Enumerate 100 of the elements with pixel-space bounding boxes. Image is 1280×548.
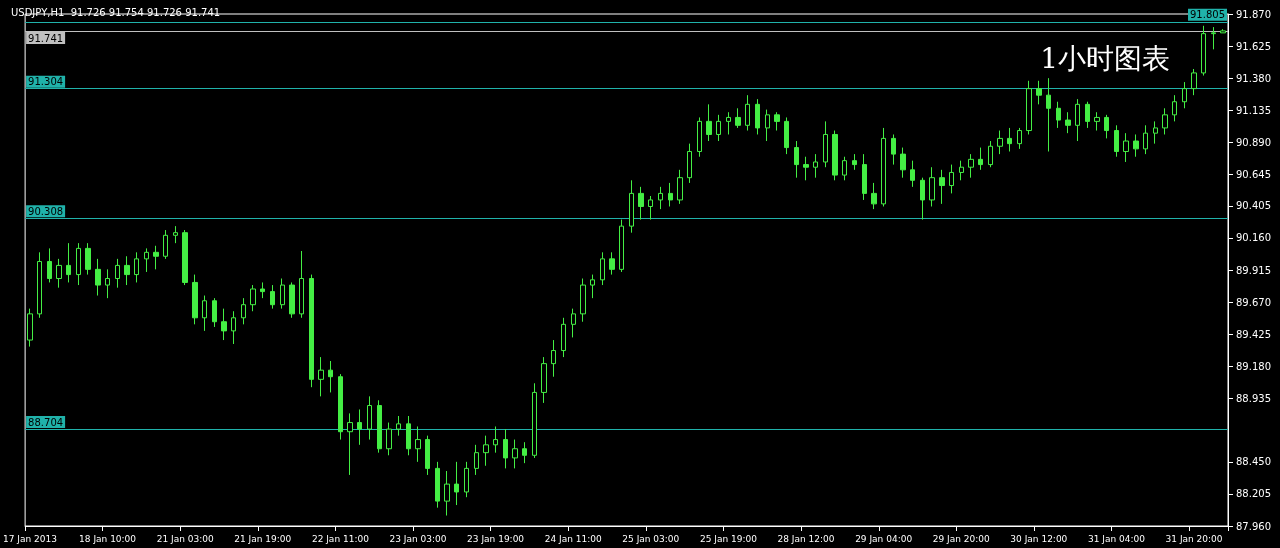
candlestick bbox=[532, 382, 537, 459]
candlestick bbox=[726, 111, 731, 135]
candlestick bbox=[735, 107, 741, 129]
candlestick bbox=[784, 116, 789, 155]
candlestick bbox=[1036, 80, 1042, 105]
candlestick bbox=[134, 251, 139, 283]
candlestick bbox=[755, 98, 760, 135]
x-tick-label: 29 Jan 20:00 bbox=[932, 533, 990, 544]
chart-title: USDJPY,H1 91.726 91.754 91.726 91.741 bbox=[11, 6, 221, 18]
candlestick bbox=[1017, 127, 1022, 150]
candlestick bbox=[1046, 77, 1051, 152]
x-tick-label: 25 Jan 03:00 bbox=[622, 533, 680, 544]
candlestick bbox=[1133, 133, 1139, 158]
y-tick-label: 89.425 bbox=[1236, 328, 1271, 340]
candlestick bbox=[949, 164, 954, 194]
candlestick bbox=[813, 153, 818, 179]
y-tick-label: 88.450 bbox=[1236, 456, 1271, 468]
x-tick-label: 28 Jan 12:00 bbox=[777, 533, 835, 544]
candlestick bbox=[105, 268, 110, 299]
candlestick bbox=[1143, 124, 1148, 155]
candlestick bbox=[988, 140, 993, 168]
y-tick-label: 87.960 bbox=[1236, 520, 1271, 532]
ref-line-label: 91.304 bbox=[28, 76, 64, 88]
candlestick bbox=[765, 109, 770, 142]
y-tick-label: 90.890 bbox=[1236, 136, 1271, 148]
candlestick bbox=[522, 441, 527, 464]
y-tick-label: 91.625 bbox=[1236, 40, 1271, 52]
candlestick bbox=[668, 182, 673, 207]
candlestick bbox=[192, 274, 198, 325]
candlestick bbox=[997, 130, 1003, 155]
candlestick bbox=[386, 422, 392, 456]
candlestick bbox=[677, 169, 683, 205]
candlestick bbox=[464, 461, 469, 498]
ref-line-label: 91.741 bbox=[28, 32, 64, 44]
candlestick bbox=[1220, 28, 1226, 34]
candlestick bbox=[638, 186, 644, 221]
candlestick bbox=[571, 308, 576, 338]
x-tick-label: 18 Jan 10:00 bbox=[79, 533, 137, 544]
candlestick bbox=[803, 156, 809, 181]
candlestick bbox=[512, 439, 518, 469]
candlestick bbox=[85, 242, 91, 276]
candlestick bbox=[357, 408, 362, 446]
candlestick bbox=[241, 297, 246, 325]
candlestick bbox=[871, 182, 877, 210]
candlestick bbox=[1026, 80, 1032, 135]
candlestick bbox=[377, 399, 382, 454]
candlestick bbox=[163, 229, 168, 260]
candlestick bbox=[221, 308, 227, 341]
candlestick bbox=[153, 245, 159, 270]
x-tick-label: 30 Jan 12:00 bbox=[1010, 533, 1068, 544]
candlestick bbox=[541, 356, 547, 404]
candlestick bbox=[551, 339, 556, 378]
candlestick bbox=[1007, 127, 1012, 152]
x-tick-label: 29 Jan 04:00 bbox=[855, 533, 913, 544]
annotation: 1小时图表 bbox=[1040, 41, 1171, 75]
candlestick bbox=[910, 160, 915, 188]
candlestick bbox=[823, 120, 828, 168]
candlestick bbox=[483, 435, 489, 467]
candlestick bbox=[881, 127, 886, 207]
y-tick-label: 88.205 bbox=[1236, 488, 1271, 500]
candlestick bbox=[212, 297, 217, 328]
candlestick bbox=[318, 356, 324, 397]
candlestick bbox=[687, 143, 692, 184]
x-tick-label: 21 Jan 03:00 bbox=[156, 533, 214, 544]
candlestick bbox=[309, 274, 314, 388]
candlestick bbox=[968, 153, 974, 179]
y-tick-label: 90.160 bbox=[1236, 232, 1271, 244]
candlestick bbox=[1191, 68, 1197, 96]
ref-line-label: 91.805 bbox=[1190, 9, 1225, 21]
candlestick bbox=[47, 247, 52, 283]
candlestick bbox=[1094, 111, 1100, 132]
candlestick bbox=[260, 281, 265, 299]
y-tick-label: 89.180 bbox=[1236, 360, 1271, 372]
candlestick bbox=[648, 195, 653, 221]
candlestick bbox=[939, 169, 945, 205]
x-tick-label: 21 Jan 19:00 bbox=[234, 533, 292, 544]
candlestick bbox=[1172, 94, 1177, 122]
candlestick bbox=[503, 428, 508, 469]
candlestick bbox=[745, 94, 750, 132]
candlestick bbox=[900, 147, 906, 179]
candlestick bbox=[629, 179, 634, 234]
candlestick bbox=[474, 444, 479, 476]
candlestick bbox=[425, 435, 430, 476]
ref-line-label: 88.704 bbox=[28, 416, 64, 428]
candlestick bbox=[600, 251, 605, 286]
candlestick bbox=[609, 251, 615, 276]
y-tick-label: 89.670 bbox=[1236, 296, 1271, 308]
y-tick-label: 91.380 bbox=[1236, 72, 1271, 84]
candlestick bbox=[280, 278, 285, 310]
candlestick bbox=[978, 147, 983, 171]
candlestick bbox=[706, 103, 712, 142]
ref-line-label: 90.308 bbox=[28, 205, 64, 217]
candlestick bbox=[231, 310, 236, 345]
candlestick bbox=[580, 278, 586, 323]
candlestick bbox=[832, 130, 838, 181]
y-tick-label: 91.135 bbox=[1236, 104, 1271, 116]
x-tick-label: 17 Jan 2013 bbox=[2, 533, 57, 544]
candlestick bbox=[697, 116, 702, 158]
candlestick bbox=[794, 140, 799, 179]
candlestick bbox=[27, 308, 33, 348]
